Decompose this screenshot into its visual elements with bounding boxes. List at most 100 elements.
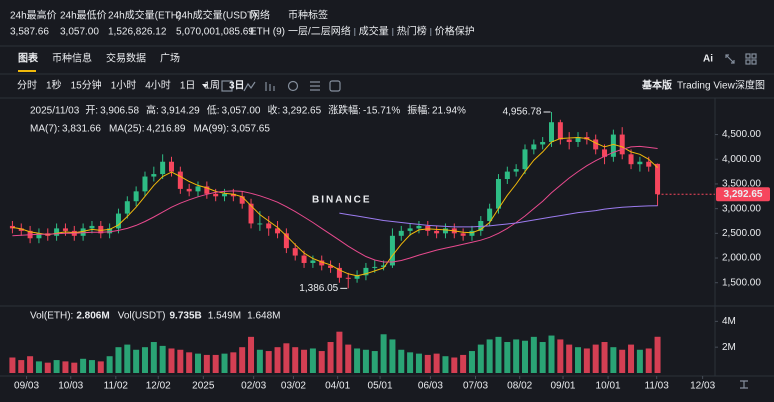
info-value: 21.94%	[432, 106, 466, 117]
volume-bar	[601, 342, 608, 373]
stat-value: 1,526,826.12	[108, 27, 167, 38]
volume-bar	[309, 348, 316, 373]
icon[interactable]	[751, 53, 757, 59]
stat-value: 5,070,001,085.69	[176, 27, 254, 38]
icon[interactable]	[725, 54, 735, 64]
volume-bar	[133, 349, 140, 373]
volume-bar	[380, 334, 387, 373]
y-tick-label: 4,500.00	[722, 129, 761, 140]
candle-body	[628, 154, 634, 165]
candle-body	[168, 161, 174, 172]
x-tick-label: 05/01	[368, 381, 393, 392]
volume-bar	[159, 345, 166, 373]
ai-button[interactable]: Ai	[703, 54, 713, 65]
candle-body	[389, 235, 395, 266]
volume-bar	[221, 353, 228, 373]
interval[interactable]: 1日	[180, 81, 196, 92]
icon[interactable]	[221, 80, 233, 92]
icon[interactable]	[751, 59, 757, 65]
info-date: 2025/11/03	[30, 106, 80, 117]
interval[interactable]: 1周	[204, 80, 220, 92]
volume-bar	[141, 347, 148, 373]
candle-body	[213, 193, 219, 197]
candle-body	[566, 139, 572, 142]
candle-body	[487, 208, 493, 221]
vol-value: 9.735B	[170, 311, 202, 322]
ma-label: MA(25):	[109, 124, 145, 135]
volume-bar	[636, 349, 643, 373]
tab[interactable]: 广场	[160, 52, 180, 65]
candle-body	[504, 171, 510, 180]
candle-body	[575, 137, 581, 142]
ma-line	[12, 145, 658, 263]
max-label: 4,956.78	[503, 107, 542, 118]
coin-tag[interactable]: 成交量	[359, 25, 389, 38]
candle-body	[602, 149, 608, 157]
ma-value: 3,057.65	[231, 124, 270, 135]
candle-body	[222, 193, 228, 197]
candle-body	[151, 174, 157, 177]
icon[interactable]	[243, 81, 256, 92]
interval[interactable]: 1小时	[111, 80, 137, 92]
candle-body	[160, 161, 166, 175]
candle-body	[107, 228, 113, 234]
interval[interactable]: 3日	[229, 80, 245, 92]
view-option[interactable]: 基本版	[641, 79, 672, 92]
x-tick-label: 11/02	[104, 381, 129, 392]
view-option[interactable]: Trading View	[677, 81, 736, 92]
volume-bar	[97, 361, 104, 373]
volume-bar	[124, 344, 131, 373]
candle-body	[495, 179, 501, 209]
stat-label: 网络	[250, 9, 270, 22]
icon[interactable]	[265, 82, 275, 91]
icon[interactable]	[745, 53, 751, 59]
volume-bar	[248, 336, 255, 373]
volume-bar	[645, 348, 652, 373]
coin-tag[interactable]: 热门榜	[397, 25, 427, 38]
volume-bar	[592, 344, 599, 373]
volume-bar	[195, 353, 202, 373]
y-tick-label: 4M	[722, 316, 736, 327]
icon[interactable]	[287, 80, 299, 92]
candle-body	[372, 266, 378, 268]
candle-body	[557, 122, 563, 140]
interval[interactable]: 1秒	[46, 79, 62, 92]
volume-bar	[239, 347, 246, 373]
volume-bar	[486, 339, 493, 373]
tab[interactable]: 交易数据	[106, 52, 146, 65]
interval[interactable]: 4小时	[145, 80, 171, 92]
x-tick-label: 07/03	[463, 381, 488, 392]
candle-body	[434, 230, 440, 234]
icon[interactable]	[329, 80, 341, 92]
interval[interactable]: 15分钟	[71, 79, 102, 92]
volume-bar	[150, 342, 157, 373]
candle-body	[469, 230, 475, 236]
tab[interactable]: 图表	[18, 52, 39, 65]
coin-tag[interactable]: 一层/二层网络	[288, 25, 351, 38]
volume-bar	[168, 348, 175, 373]
volume-bar	[345, 344, 352, 373]
last-price-tag	[716, 187, 770, 202]
icon[interactable]	[310, 81, 320, 91]
candle-body	[407, 228, 413, 231]
icon[interactable]	[740, 380, 748, 389]
volume-bar	[301, 349, 308, 373]
stat-label: 币种标签	[288, 9, 328, 22]
volume-bar	[530, 336, 537, 373]
x-tick-label: 04/01	[325, 381, 350, 392]
candle-body	[540, 141, 546, 145]
candle-body	[133, 191, 139, 202]
coin-tag[interactable]: 价格保护	[435, 25, 475, 38]
view-option[interactable]: 深度图	[735, 79, 765, 92]
tab[interactable]: 币种信息	[52, 52, 92, 65]
icon[interactable]	[745, 59, 751, 65]
candle-body	[363, 267, 369, 276]
volume-bar	[186, 352, 193, 373]
dropdown-caret[interactable]	[202, 84, 208, 88]
volume-bar	[504, 342, 511, 373]
toolbar-icons[interactable]	[202, 80, 341, 92]
tab-icons[interactable]	[725, 53, 757, 389]
interval[interactable]: 分时	[17, 80, 37, 92]
volume-bar	[583, 348, 590, 373]
